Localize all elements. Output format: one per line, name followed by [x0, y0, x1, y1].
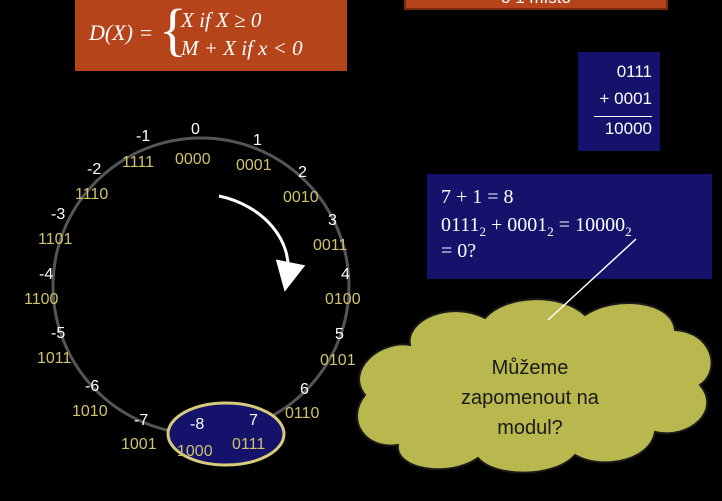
- eq-result: = 10000: [553, 214, 626, 236]
- ring-number-neg7: -7: [134, 412, 149, 429]
- ring-binary-7: 0111: [232, 436, 266, 453]
- binary-operand-b: + 0001: [599, 89, 652, 108]
- ring-binary-neg8: 1000: [177, 443, 213, 460]
- ring-binary-neg5: 1011: [37, 350, 72, 367]
- formula-brace: {: [159, 0, 187, 62]
- ring-number-2: 2: [298, 164, 307, 181]
- definition-formula-box: D(X) = { X if X ≥ 0 M + X if x < 0: [75, 0, 347, 71]
- eq-base-b: 2: [547, 224, 554, 239]
- equation-box: 7 + 1 = 8 01112 + 00012 = 100002 = 0?: [427, 174, 712, 279]
- ring-binary-neg6: 1010: [72, 403, 108, 420]
- ring-binary-5: 0101: [320, 352, 356, 369]
- ring-number-6: 6: [300, 381, 309, 398]
- ring-number-7: 7: [249, 412, 258, 429]
- binary-sum-result: 10000: [604, 119, 652, 138]
- overflow-highlight-ellipse: [166, 401, 286, 467]
- ring-binary-1: 0001: [236, 157, 272, 174]
- binary-operand-a: 0111: [616, 62, 652, 81]
- ring-number-0: 0: [191, 121, 200, 138]
- equation-decimal: 7 + 1 = 8: [441, 186, 514, 208]
- ring-binary-6: 0110: [285, 405, 320, 422]
- ring-binary-neg7: 1001: [121, 436, 157, 453]
- ring-number-5: 5: [335, 326, 344, 343]
- question-cloud: [356, 298, 713, 474]
- eq-base-a: 2: [479, 224, 487, 239]
- ring-number-neg4: -4: [39, 266, 54, 283]
- ring-number-neg8: -8: [190, 416, 205, 433]
- eq-operand-b: + 0001: [486, 214, 548, 236]
- equation-binary: 01112 + 00012 = 100002: [441, 214, 632, 240]
- ring-binary-2: 0010: [283, 189, 319, 206]
- ring-number-neg1: -1: [136, 128, 151, 145]
- cloud-line-1: Můžeme: [491, 357, 569, 379]
- ring-number-neg3: -3: [51, 206, 66, 223]
- ring-binary-neg4: 1100: [24, 291, 59, 308]
- cloud-line-2: zapomenout na: [461, 387, 599, 409]
- eq-operand-a: 0111: [441, 214, 480, 236]
- ring-binary-neg2: 1110: [75, 186, 109, 203]
- ring-binary-neg3: 1101: [38, 231, 73, 248]
- ring-binary-3: 0011: [313, 237, 348, 254]
- ring-binary-neg1: 1111: [122, 154, 155, 171]
- ring-number-1: 1: [253, 132, 262, 149]
- ring-number-neg2: -2: [87, 161, 102, 178]
- eq-base-result: 2: [625, 224, 632, 239]
- ring-number-neg5: -5: [51, 325, 66, 342]
- ring-number-neg6: -6: [85, 378, 100, 395]
- ring-binary-0: 0000: [175, 151, 211, 168]
- equation-question: = 0?: [441, 240, 477, 262]
- increment-direction-arrow: [218, 194, 306, 292]
- binary-sum-box: 0111 + 0001 10000: [578, 52, 660, 151]
- top-banner: o 1 místo: [404, 0, 668, 10]
- formula-lhs: D(X) =: [89, 20, 154, 45]
- ring-number-4: 4: [341, 266, 350, 283]
- cloud-callout-text: Můžeme zapomenout na modul?: [420, 353, 640, 443]
- formula-case-nonnegative: X if X ≥ 0: [181, 8, 262, 32]
- ring-binary-4: 0100: [325, 291, 361, 308]
- sum-rule-line: [594, 116, 652, 117]
- ring-number-3: 3: [328, 212, 337, 229]
- cloud-line-3: modul?: [497, 417, 563, 439]
- callout-pointer-line: [547, 238, 637, 321]
- formula-case-negative: M + X if x < 0: [181, 36, 303, 60]
